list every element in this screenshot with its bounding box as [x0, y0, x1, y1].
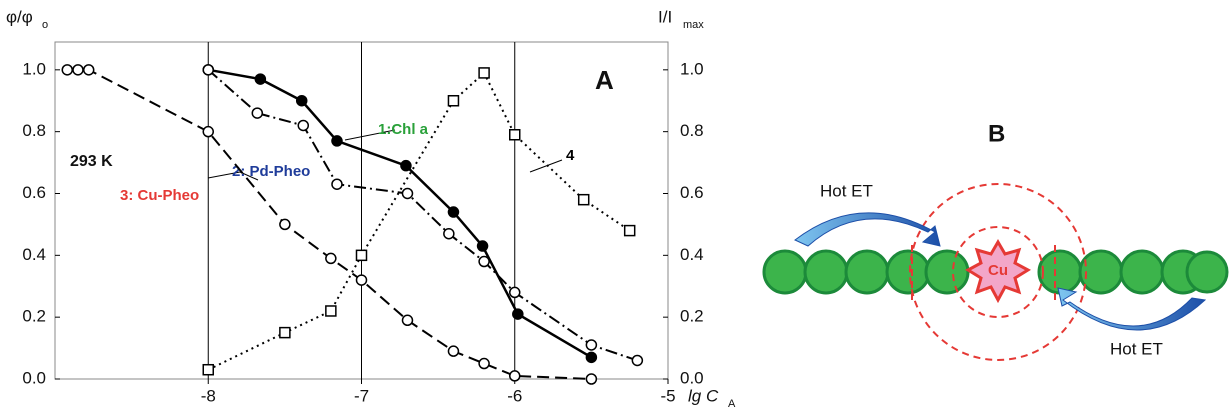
- point: [585, 351, 598, 364]
- point: [631, 354, 644, 367]
- y-tick-label: 0.2: [22, 307, 46, 326]
- point: [577, 193, 590, 206]
- x-axis-label: lg C A: [688, 386, 736, 409]
- leader: [207, 171, 241, 179]
- point: [72, 64, 84, 76]
- point: [447, 345, 460, 357]
- point: [478, 255, 490, 268]
- point: [82, 64, 95, 76]
- hot-et-arrow: [1057, 287, 1207, 331]
- point: [279, 218, 291, 231]
- point: [509, 286, 521, 299]
- chain: [762, 249, 1229, 295]
- point: [447, 206, 460, 218]
- point: [509, 370, 521, 382]
- chain-unit: [844, 249, 890, 295]
- cu-atom: [964, 239, 1032, 304]
- x-label: lg C: [688, 386, 719, 405]
- point: [202, 363, 214, 376]
- y-axis-label: φ/φ o: [6, 7, 48, 30]
- chain-unit: [1037, 249, 1083, 295]
- point: [325, 252, 337, 265]
- x-label-sub: A: [728, 398, 736, 410]
- ring: [952, 226, 1044, 318]
- point: [202, 125, 214, 138]
- y-tick-label: 0.0: [22, 368, 46, 387]
- series-label: 3: Cu-Pheo: [120, 187, 199, 204]
- annotation: 293 K: [70, 153, 113, 170]
- chain-unit: [762, 249, 808, 295]
- y-tick-label: 0.8: [22, 121, 46, 140]
- point: [331, 178, 343, 190]
- field-rings: [909, 183, 1087, 361]
- y2-tick-label: 1.0: [680, 59, 704, 78]
- series-line: [67, 68, 592, 380]
- leader: [344, 129, 396, 141]
- point: [512, 308, 524, 320]
- y2-tick-label: 0.2: [680, 307, 704, 326]
- y2-tick-label: 0.0: [680, 368, 704, 387]
- point: [623, 224, 636, 237]
- point: [401, 314, 414, 327]
- point: [400, 159, 412, 172]
- leader: [529, 159, 563, 173]
- point: [325, 305, 337, 317]
- point: [585, 373, 598, 385]
- point: [478, 357, 490, 370]
- series-label: 1:Chl a: [378, 121, 429, 138]
- diagram-b: B Cu Hot ET Hot ET: [762, 120, 1229, 361]
- point: [295, 94, 308, 107]
- y-tick-label: 1.0: [22, 59, 46, 78]
- x-tick-label: -7: [354, 386, 369, 405]
- point: [61, 64, 74, 76]
- y-tick-label: 0.6: [22, 183, 46, 202]
- point: [585, 339, 598, 351]
- hot-et-arrow: [794, 212, 941, 247]
- point: [254, 73, 267, 85]
- leader: [239, 171, 259, 181]
- arrow-label: Hot ET: [820, 181, 873, 200]
- y-label: φ/φ: [6, 7, 33, 26]
- arrow-label: Hot ET: [1110, 339, 1163, 358]
- ring: [909, 183, 1087, 361]
- point: [478, 67, 490, 79]
- series-label: 4: [566, 147, 575, 164]
- chain-unit: [1185, 250, 1229, 294]
- cu-label: Cu: [988, 262, 1008, 279]
- y-tick-label: 0.4: [22, 245, 46, 264]
- y-label-sub: o: [42, 19, 48, 31]
- y2-tick-label: 0.8: [680, 121, 704, 140]
- series-line: [207, 69, 638, 362]
- y2-label: I/I: [658, 7, 672, 26]
- series-label: 2: Pd-Pheo: [232, 163, 310, 180]
- point: [476, 240, 489, 252]
- point: [443, 227, 455, 240]
- point: [447, 94, 460, 107]
- point: [401, 187, 414, 200]
- panel-label: A: [595, 65, 614, 95]
- series-line: [207, 71, 631, 371]
- point: [297, 119, 310, 132]
- x-tick-label: -5: [660, 386, 675, 405]
- chain-unit: [885, 249, 931, 295]
- x-tick-label: -6: [507, 386, 522, 405]
- point: [202, 64, 214, 76]
- point: [331, 135, 343, 147]
- point: [279, 326, 291, 339]
- point: [355, 249, 368, 262]
- chain-unit: [924, 249, 970, 295]
- chain-unit: [1119, 249, 1165, 295]
- y2-tick-label: 0.6: [680, 183, 704, 202]
- point: [355, 274, 368, 286]
- chain-unit: [803, 249, 849, 295]
- point: [509, 129, 521, 141]
- y2-tick-label: 0.4: [680, 245, 704, 264]
- panel-label: B: [988, 120, 1005, 147]
- y2-label-sub: max: [683, 19, 704, 31]
- point: [251, 107, 264, 119]
- y2-axis-label: I/I max: [658, 7, 704, 30]
- leader-lines: [207, 129, 563, 181]
- x-tick-label: -8: [201, 386, 216, 405]
